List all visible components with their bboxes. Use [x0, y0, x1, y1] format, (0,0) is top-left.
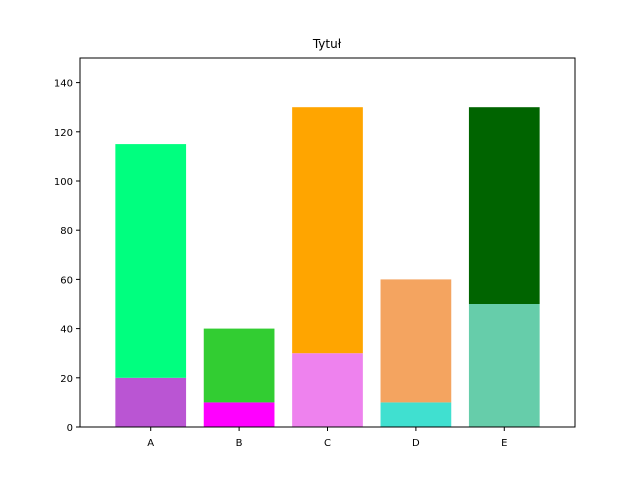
x-axis: A B C D E	[147, 427, 507, 449]
bars-group	[115, 107, 540, 427]
bar-bottom-d	[380, 402, 452, 427]
y-tick-label: 0	[67, 423, 73, 434]
x-tick-label: D	[412, 438, 420, 449]
y-tick-label: 120	[54, 128, 73, 139]
chart-title: Tytuł	[312, 37, 342, 51]
y-axis: 0 20 40 60 80 100 120 140	[54, 79, 80, 434]
y-tick-label: 40	[60, 325, 73, 336]
bar-top-d	[380, 279, 452, 403]
bar-top-a	[115, 144, 187, 378]
x-tick-label: E	[501, 438, 507, 449]
bar-top-c	[292, 107, 363, 354]
bar-bottom-a	[115, 377, 187, 427]
x-tick-label: A	[147, 438, 154, 449]
bar-top-b	[203, 328, 275, 403]
bar-bottom-e	[468, 304, 540, 427]
bar-bottom-c	[292, 353, 363, 427]
bar-top-e	[468, 107, 540, 304]
y-tick-label: 60	[60, 275, 73, 286]
x-tick-label: B	[236, 438, 243, 449]
y-tick-label: 100	[54, 177, 73, 188]
y-tick-label: 20	[60, 374, 73, 385]
x-tick-label: C	[324, 438, 331, 449]
plot-frame	[79, 57, 576, 428]
y-tick-label: 80	[60, 226, 73, 237]
bar-bottom-b	[203, 402, 275, 427]
y-tick-label: 140	[54, 79, 73, 90]
